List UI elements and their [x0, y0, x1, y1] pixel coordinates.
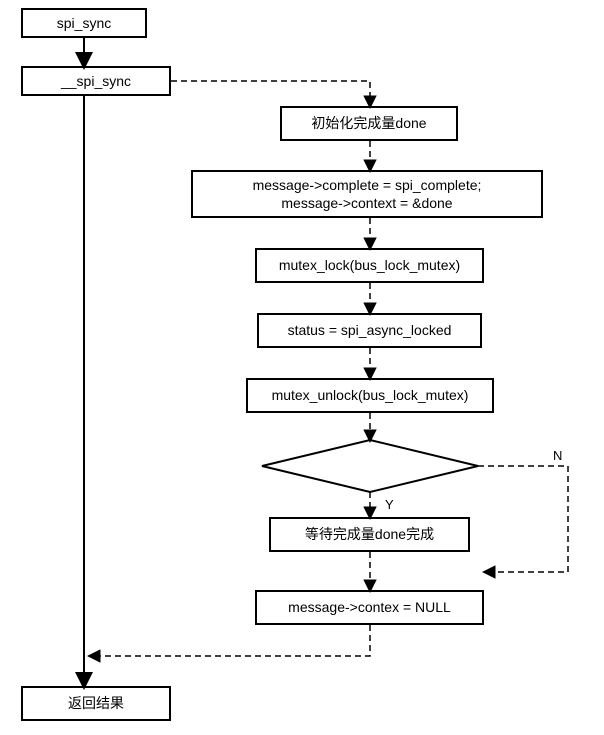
node-mutex-unlock: mutex_unlock(bus_lock_mutex)	[246, 378, 494, 413]
node-return: 返回结果	[21, 686, 171, 721]
node-spi-sync: spi_sync	[21, 8, 147, 38]
node-spi-sync-internal: __spi_sync	[21, 66, 171, 96]
label-yes: Y	[385, 497, 394, 512]
label-no: N	[553, 448, 562, 463]
node-message-assign: message->complete = spi_complete; messag…	[191, 170, 543, 218]
node-wait-done: 等待完成量done完成	[269, 517, 470, 552]
node-init-done: 初始化完成量done	[280, 106, 458, 141]
node-mutex-lock: mutex_lock(bus_lock_mutex)	[255, 248, 484, 283]
node-context-null: message->contex = NULL	[255, 590, 484, 625]
node-decision-status: status == 0?	[310, 457, 430, 473]
node-spi-async-locked: status = spi_async_locked	[257, 313, 482, 348]
